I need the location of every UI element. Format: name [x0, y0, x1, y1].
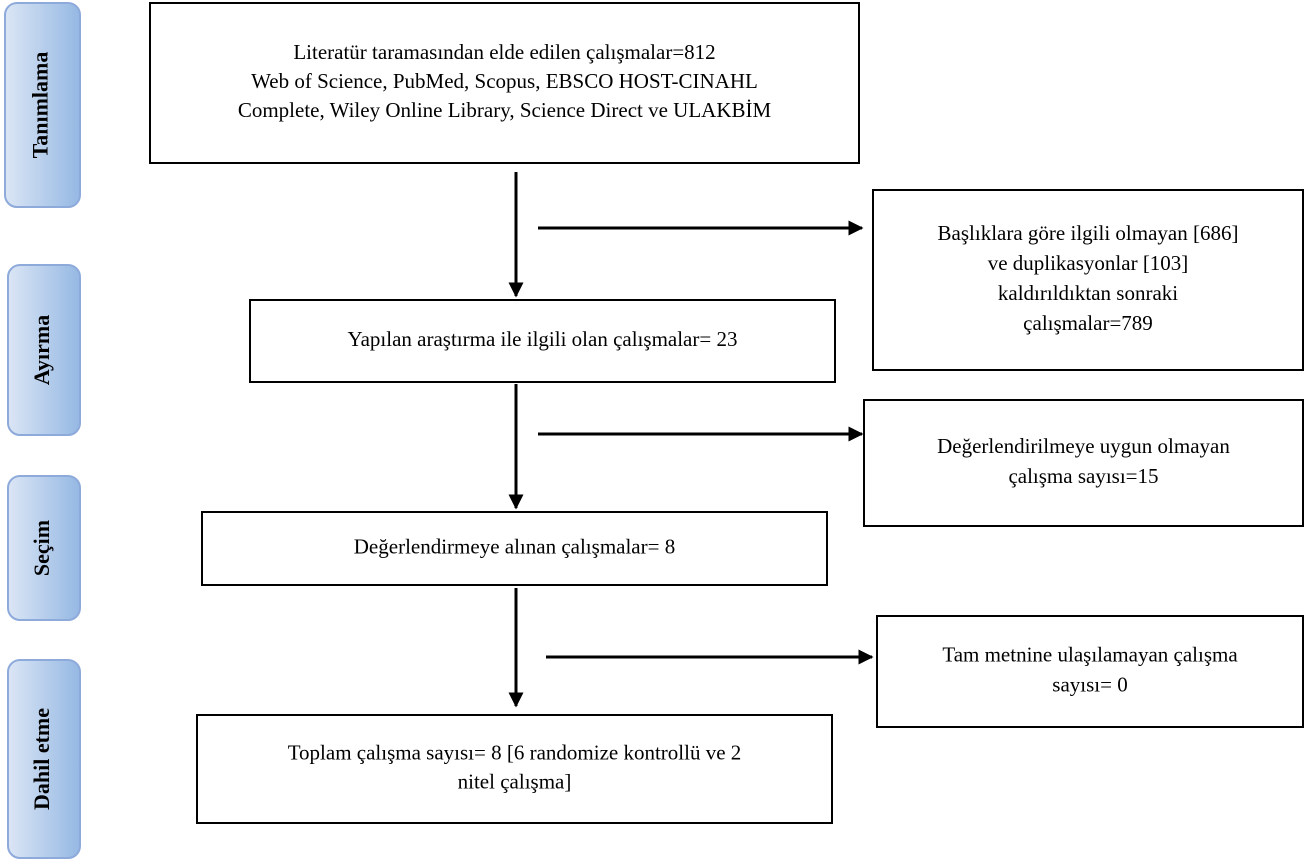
exclusion-box-text: Başlıklara göre ilgili olmayan [686]: [938, 221, 1239, 245]
main-box: [149, 2, 860, 164]
stage-box: [4, 2, 81, 208]
main-box-text: Literatür taramasından elde edilen çalış…: [293, 40, 715, 64]
stage-label: Seçim: [29, 520, 54, 576]
exclusion-box-text: ve duplikasyonlar [103]: [988, 251, 1189, 275]
main-box-text: Yapılan araştırma ile ilgili olan çalışm…: [348, 327, 738, 351]
exclusion-box-text: çalışmalar=789: [1023, 311, 1153, 335]
main-box-text: Değerlendirmeye alınan çalışmalar= 8: [354, 534, 675, 558]
main-box-text: nitel çalışma]: [458, 769, 572, 793]
stage-label: Tanımlama: [28, 52, 53, 159]
exclusion-box-text: çalışma sayısı=15: [1008, 464, 1158, 488]
exclusion-box-text: sayısı= 0: [1052, 672, 1127, 696]
stage-label: Dahil etme: [29, 708, 54, 810]
exclusion-box: [876, 615, 1304, 728]
exclusion-box: [872, 189, 1304, 371]
exclusion-box-text: Değerlendirilmeye uygun olmayan: [937, 434, 1230, 458]
exclusion-box: [863, 399, 1304, 527]
main-box: [201, 511, 828, 586]
main-box: [196, 714, 833, 824]
stage-box: [7, 264, 81, 436]
main-box: [249, 299, 836, 383]
main-box-text: Complete, Wiley Online Library, Science …: [238, 98, 772, 122]
main-box-text: Web of Science, PubMed, Scopus, EBSCO HO…: [251, 69, 758, 93]
stage-box: [7, 659, 81, 859]
stage-label: Ayırma: [29, 315, 54, 385]
exclusion-box-text: Tam metnine ulaşılamayan çalışma: [942, 642, 1238, 666]
main-box-text: Toplam çalışma sayısı= 8 [6 randomize ko…: [288, 740, 742, 764]
exclusion-box-text: kaldırıldıktan sonraki: [998, 281, 1178, 305]
stage-box: [7, 475, 81, 621]
arrows: [508, 172, 874, 708]
